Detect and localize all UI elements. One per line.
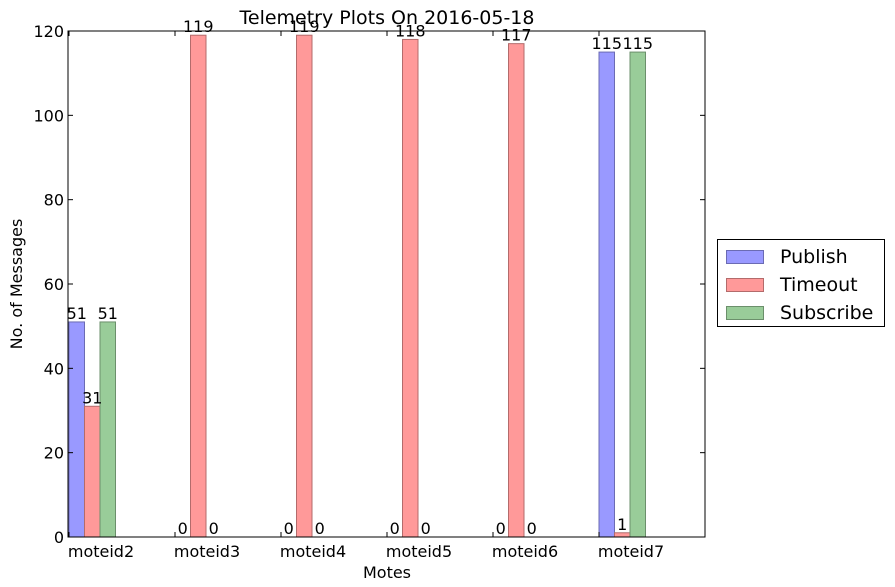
data-label-publish-moteid2: 51 <box>67 304 87 323</box>
y-tick-label-100: 100 <box>33 106 64 125</box>
bar-timeout-moteid5 <box>402 38 419 538</box>
data-label-publish-moteid4: 0 <box>284 519 294 538</box>
data-label-subscribe-moteid4: 0 <box>315 519 325 538</box>
legend-swatch-subscribe <box>726 306 764 320</box>
x-tick-label-moteid2: moteid2 <box>68 542 134 561</box>
bars-layer <box>68 34 646 538</box>
bar-subscribe-moteid7 <box>629 51 646 538</box>
legend-swatch-timeout <box>726 278 764 292</box>
bar-subscribe-moteid2 <box>99 321 116 538</box>
data-label-subscribe-moteid6: 0 <box>527 519 537 538</box>
data-label-timeout-moteid2: 31 <box>82 388 102 407</box>
data-label-subscribe-moteid2: 51 <box>98 304 118 323</box>
x-tick-label-moteid7: moteid7 <box>598 542 664 561</box>
data-label-subscribe-moteid5: 0 <box>421 519 431 538</box>
bar-timeout-moteid3 <box>190 34 207 538</box>
y-tick-label-40: 40 <box>44 359 64 378</box>
legend: Publish Timeout Subscribe <box>717 239 885 327</box>
y-axis-label: No. of Messages <box>7 219 26 350</box>
bar-publish-moteid2 <box>68 321 85 538</box>
data-label-subscribe-moteid7: 115 <box>622 34 653 53</box>
data-label-timeout-moteid7: 1 <box>617 515 627 534</box>
y-tick-label-80: 80 <box>44 191 64 210</box>
legend-item-subscribe: Subscribe <box>726 302 874 324</box>
data-label-publish-moteid6: 0 <box>496 519 506 538</box>
legend-label-timeout: Timeout <box>780 274 858 296</box>
data-label-publish-moteid3: 0 <box>178 519 188 538</box>
data-label-timeout-moteid3: 119 <box>183 17 214 36</box>
y-tick-label-120: 120 <box>33 22 64 41</box>
y-tick-label-60: 60 <box>44 275 64 294</box>
bar-timeout-moteid2 <box>84 405 101 538</box>
data-label-publish-moteid5: 0 <box>390 519 400 538</box>
data-label-subscribe-moteid3: 0 <box>209 519 219 538</box>
legend-item-publish: Publish <box>726 246 848 268</box>
bar-timeout-moteid4 <box>296 34 313 538</box>
x-tick-label-moteid6: moteid6 <box>492 542 558 561</box>
legend-label-subscribe: Subscribe <box>780 302 874 324</box>
legend-label-publish: Publish <box>780 246 848 268</box>
y-tick-label-20: 20 <box>44 444 64 463</box>
x-tick-label-moteid5: moteid5 <box>386 542 452 561</box>
chart-title: Telemetry Plots On 2016-05-18 <box>239 7 535 29</box>
data-label-timeout-moteid4: 119 <box>289 17 320 36</box>
x-axis-label: Motes <box>363 563 411 582</box>
legend-item-timeout: Timeout <box>726 274 858 296</box>
x-tick-label-moteid3: moteid3 <box>174 542 240 561</box>
data-label-publish-moteid7: 115 <box>591 34 622 53</box>
x-tick-label-moteid4: moteid4 <box>280 542 346 561</box>
data-label-timeout-moteid6: 117 <box>501 26 532 45</box>
legend-swatch-publish <box>726 250 764 264</box>
y-tick-label-0: 0 <box>54 528 64 547</box>
bar-publish-moteid7 <box>598 51 615 538</box>
bar-timeout-moteid6 <box>508 43 525 538</box>
